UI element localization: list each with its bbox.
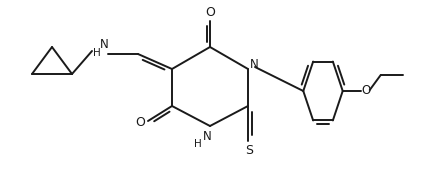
- Text: N: N: [203, 129, 212, 142]
- Text: N: N: [100, 39, 108, 52]
- Text: H: H: [194, 139, 202, 149]
- Text: O: O: [205, 6, 215, 19]
- Text: O: O: [135, 116, 145, 129]
- Text: O: O: [361, 83, 370, 96]
- Text: N: N: [250, 57, 258, 70]
- Text: H: H: [93, 48, 101, 58]
- Text: S: S: [245, 143, 253, 156]
